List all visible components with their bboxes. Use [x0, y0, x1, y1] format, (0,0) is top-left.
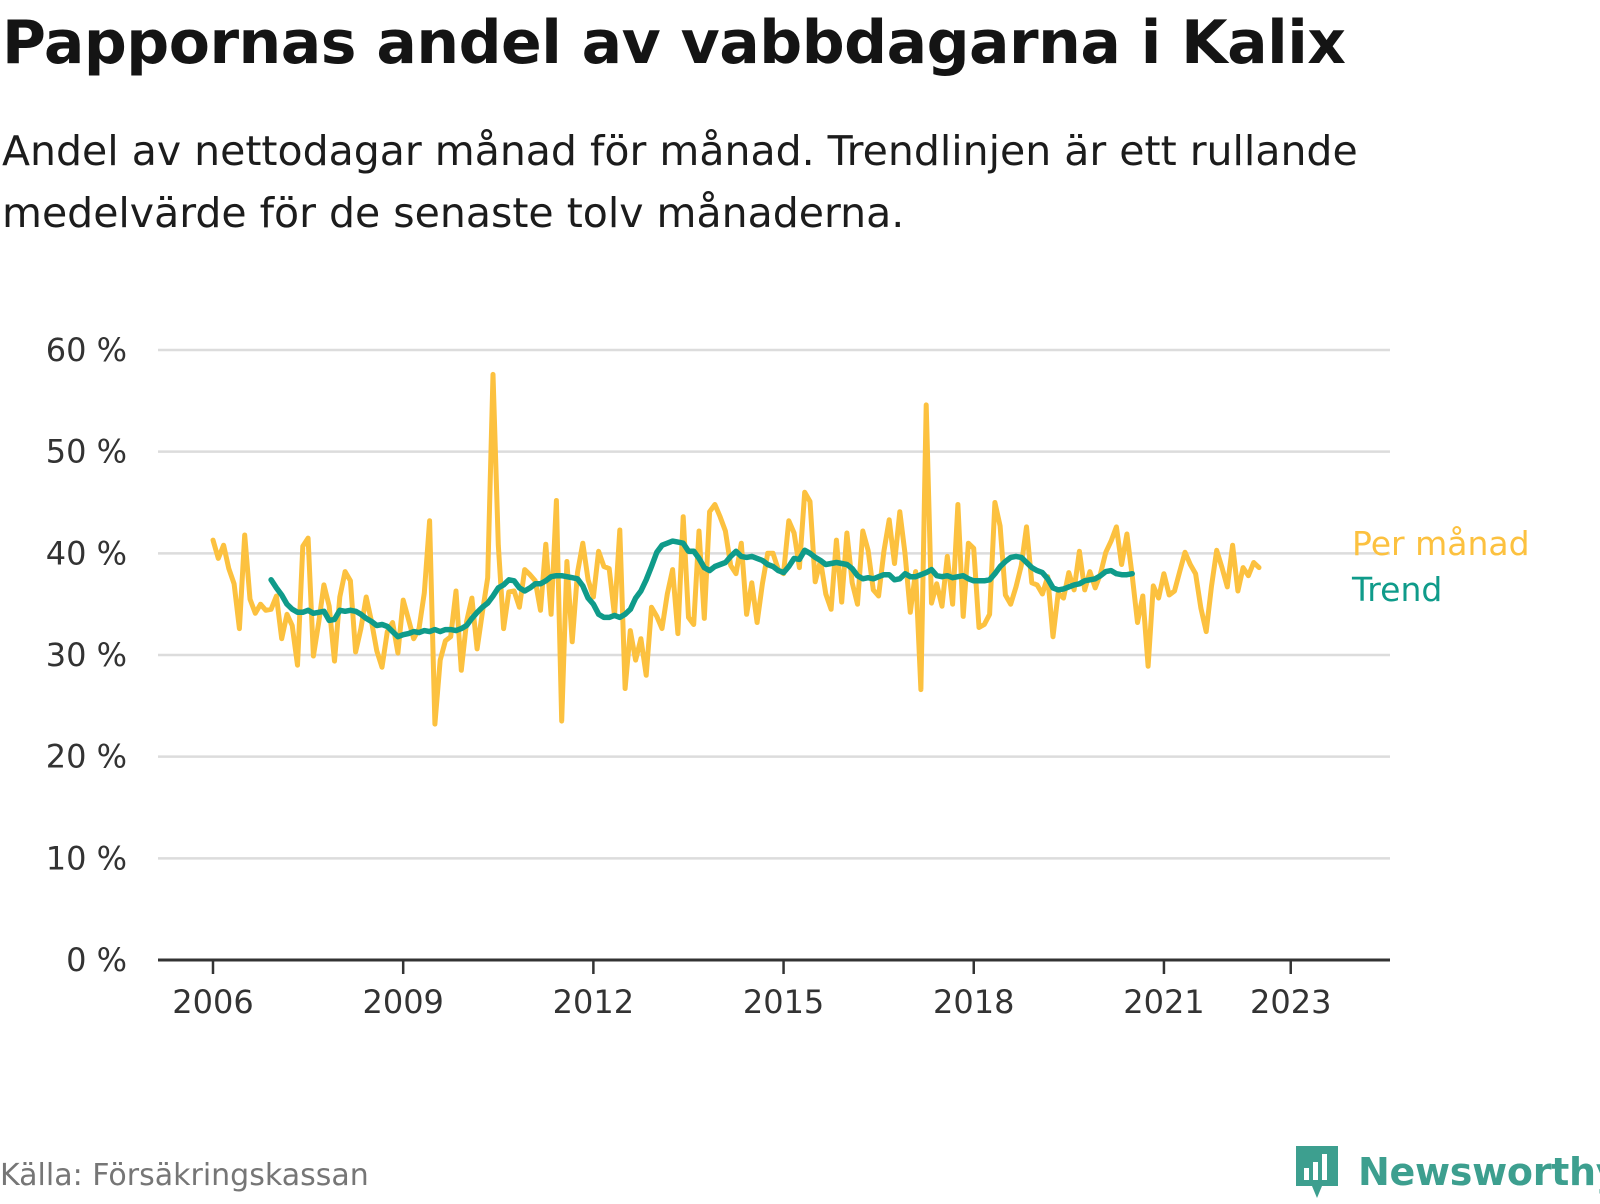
y-tick-label: 30 % [46, 636, 127, 674]
y-tick-label: 0 % [66, 941, 127, 979]
brand-name: Newsworthy [1358, 1150, 1600, 1194]
x-tick-label: 2009 [362, 983, 443, 1021]
brand-logo[interactable]: Newsworthy [1292, 1140, 1600, 1204]
y-tick-label: 50 % [46, 433, 127, 471]
x-tick-label: 2021 [1123, 983, 1204, 1021]
x-axis: 2006 2009 2012 2015 2018 2021 2023 [158, 958, 1390, 1021]
series-line-trend [268, 538, 1135, 640]
series-label-trend: Trend [1351, 570, 1442, 609]
source-note: Källa: Försäkringskassan [0, 1158, 369, 1193]
chart-title: Pappornas andel av vabbdagarna i Kalix [2, 8, 1346, 78]
y-tick-label: 40 % [46, 534, 127, 572]
y-tick-label: 20 % [46, 738, 127, 776]
x-tick-label: 2015 [743, 983, 824, 1021]
series-line-per-manad [210, 371, 1262, 727]
x-tick-label: 2012 [553, 983, 634, 1021]
x-tick-label: 2006 [172, 983, 253, 1021]
x-tick-label: 2023 [1250, 983, 1331, 1021]
y-tick-label: 10 % [46, 839, 127, 877]
y-tick-label: 60 % [46, 331, 127, 369]
series-label-per-manad: Per månad [1352, 524, 1530, 563]
y-axis: 0 % 10 % 20 % 30 % 40 % 50 % 60 % [46, 331, 127, 979]
series-lines [210, 371, 1262, 727]
x-tick-label: 2018 [933, 983, 1014, 1021]
gridlines [158, 348, 1390, 860]
chart-subtitle: Andel av nettodagar månad för månad. Tre… [2, 127, 1358, 237]
newsworthy-logo-icon [1296, 1146, 1338, 1198]
line-chart: 0 % 10 % 20 % 30 % 40 % 50 % 60 % 2006 2009 2012… [46, 331, 1530, 1021]
